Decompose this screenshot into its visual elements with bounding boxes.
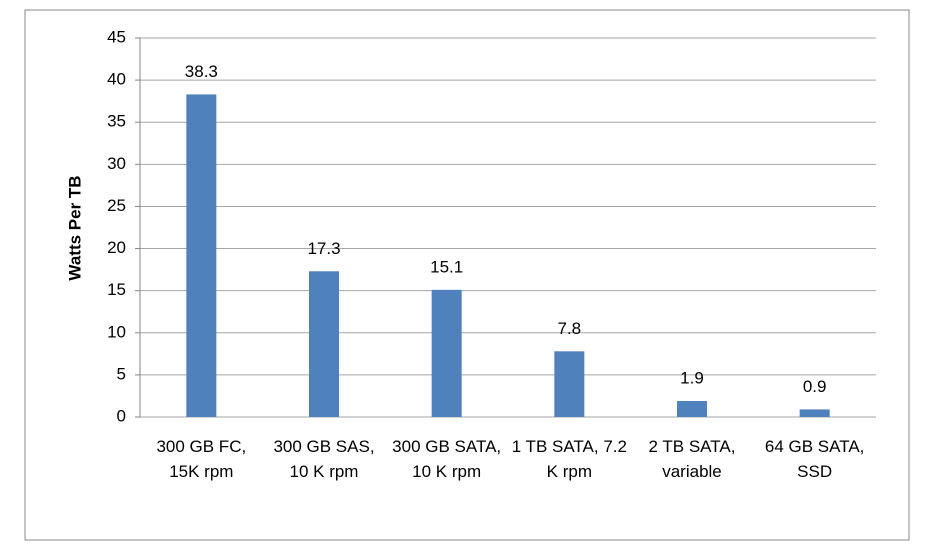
chart-border <box>24 9 910 541</box>
x-tick-label: 300 GB FC, 15K rpm <box>156 437 247 481</box>
x-tick-label: 1 TB SATA, 7.2 K rpm <box>511 437 627 481</box>
y-tick-label: 15 <box>107 280 126 299</box>
y-tick-label: 5 <box>117 364 126 383</box>
bar <box>799 409 830 417</box>
y-tick-label: 45 <box>107 27 126 46</box>
y-tick-label: 40 <box>107 70 126 89</box>
data-label: 38.3 <box>185 62 218 81</box>
y-tick-label: 25 <box>107 196 126 215</box>
data-label: 7.8 <box>558 319 582 338</box>
y-tick-label: 35 <box>107 112 126 131</box>
bar <box>309 271 339 417</box>
bar <box>677 400 707 417</box>
y-tick-label: 10 <box>107 322 126 341</box>
y-tick-label: 30 <box>107 154 126 173</box>
data-label: 17.3 <box>307 239 340 258</box>
data-label: 1.9 <box>680 368 704 387</box>
bar <box>554 351 585 417</box>
data-label: 15.1 <box>430 257 463 276</box>
x-tick-label: 64 GB SATA, SSD <box>764 437 865 481</box>
y-tick-label: 20 <box>107 238 126 257</box>
x-tick-label: 2 TB SATA, variable <box>648 437 736 481</box>
bar <box>186 94 217 417</box>
bar <box>431 289 462 417</box>
x-tick-label: 300 GB SAS, 10 K rpm <box>273 437 375 481</box>
y-tick-label: 0 <box>117 406 126 425</box>
data-label: 0.9 <box>803 377 827 396</box>
x-tick-label: 300 GB SATA, 10 K rpm <box>392 437 502 481</box>
y-axis-title: Watts Per TB <box>65 175 84 280</box>
